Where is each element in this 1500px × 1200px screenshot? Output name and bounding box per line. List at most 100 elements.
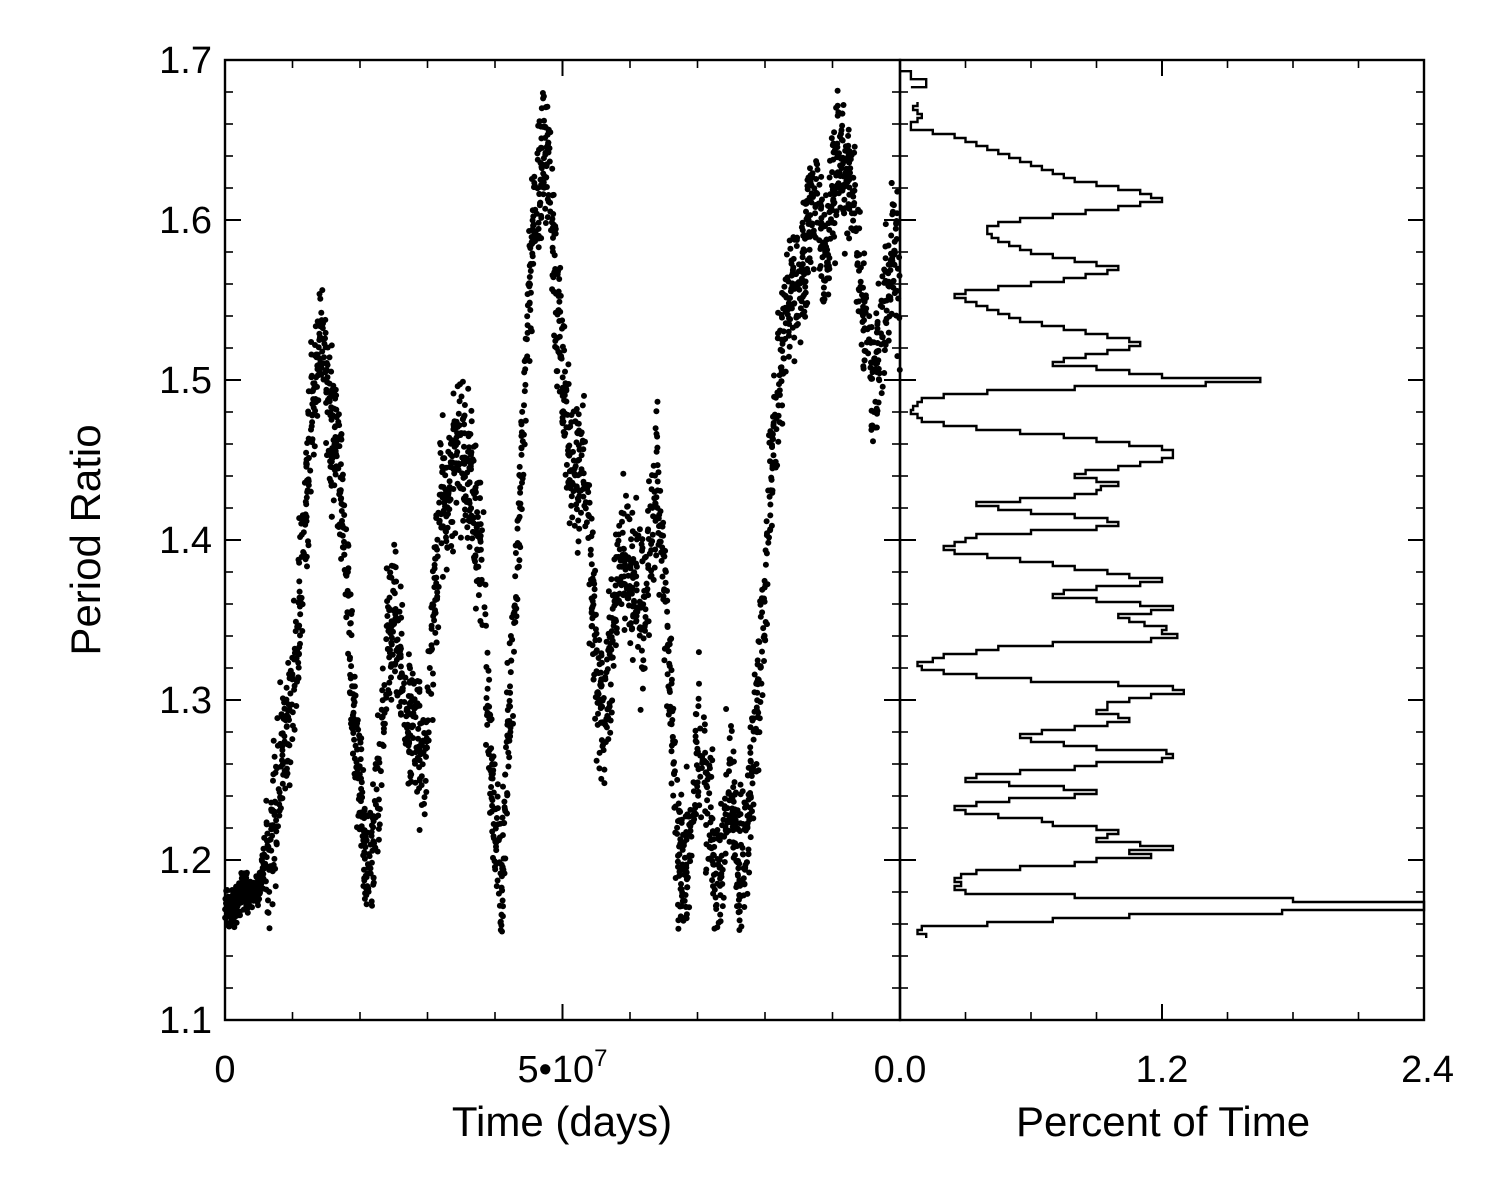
scatter-point [493, 883, 500, 890]
scatter-point [692, 711, 699, 717]
scatter-point [354, 746, 361, 753]
scatter-point [477, 495, 483, 502]
scatter-point [414, 788, 421, 795]
scatter-point [835, 180, 842, 187]
histogram-top-segment [900, 70, 928, 89]
scatter-point [394, 692, 401, 699]
scatter-point [506, 754, 513, 761]
scatter-point [653, 552, 660, 559]
scatter-point [820, 291, 827, 298]
scatter-point [799, 293, 806, 300]
scatter-point [674, 776, 681, 783]
scatter-point [323, 366, 330, 373]
scatter-point [668, 680, 675, 687]
scatter-point [779, 340, 786, 347]
scatter-point [433, 512, 440, 519]
scatter-point [703, 866, 710, 873]
axes: 1.1 1.2 1.3 1.4 1.5 1.6 1.7 0 5•107 0.0 1.2 2.4 [159, 40, 1454, 1091]
scatter-point [617, 556, 624, 563]
scatter-point [770, 413, 776, 420]
scatter-point [823, 236, 830, 243]
scatter-point [440, 484, 447, 491]
scatter-point [422, 777, 429, 784]
scatter-point [696, 680, 702, 687]
scatter-point [414, 754, 421, 761]
scatter-point [300, 529, 307, 536]
scatter-point [322, 329, 329, 336]
scatter-point [466, 497, 473, 504]
scatter-point [803, 302, 809, 309]
scatter-point [684, 874, 691, 881]
scatter-point [266, 925, 273, 932]
scatter-point [421, 800, 427, 807]
scatter-point [429, 670, 436, 677]
scatter-point [516, 463, 523, 470]
scatter-point [798, 224, 805, 231]
scatter-point [338, 500, 345, 507]
scatter-point [618, 573, 625, 580]
scatter-point [604, 656, 610, 663]
scatter-point [830, 200, 837, 207]
scatter-point [842, 205, 849, 212]
scatter-point [669, 717, 676, 723]
scatter-point [834, 87, 841, 94]
scatter-point [809, 170, 816, 177]
scatter-point [616, 563, 623, 570]
scatter-point [869, 375, 876, 382]
scatter-point [559, 393, 566, 399]
scatter-point [888, 232, 895, 239]
scatter-point [829, 230, 836, 237]
scatter-point [661, 586, 668, 593]
scatter-point [750, 801, 757, 808]
scatter-point [608, 576, 615, 583]
scatter-point [548, 219, 555, 226]
scatter-point [745, 846, 752, 853]
scatter-point [841, 210, 848, 217]
scatter-point [657, 487, 664, 494]
scatter-point [719, 822, 726, 829]
scatter-point [640, 593, 647, 600]
scatter-point [678, 886, 685, 893]
scatter-point [858, 341, 865, 348]
scatter-point [700, 714, 707, 721]
scatter-point [731, 779, 738, 786]
scatter-point [238, 875, 245, 882]
scatter-point [874, 321, 881, 328]
scatter-point [457, 485, 464, 492]
scatter-point [392, 548, 399, 555]
scatter-point [456, 398, 463, 405]
scatter-point [522, 417, 529, 424]
scatter-point [620, 592, 627, 599]
scatter-point [379, 687, 386, 694]
scatter-point [418, 782, 425, 789]
scatter-point [383, 565, 390, 572]
scatter-point [559, 384, 566, 391]
scatter-point [406, 679, 413, 686]
scatter-point [630, 574, 637, 581]
scatter-point [439, 469, 446, 476]
scatter-point [605, 588, 612, 595]
scatter-point [551, 252, 558, 259]
scatter-point [428, 622, 435, 629]
scatter-point [804, 257, 811, 264]
scatter-point [686, 813, 692, 820]
scatter-point [568, 419, 575, 426]
scatter-point [823, 192, 829, 199]
scatter-point [524, 291, 531, 298]
scatter-point [527, 268, 534, 274]
scatter-point [781, 283, 788, 290]
scatter-point [608, 628, 615, 635]
scatter-point [801, 247, 808, 254]
scatter-point [399, 685, 406, 692]
scatter-point [759, 586, 766, 593]
scatter-point [431, 544, 438, 551]
scatter-point [287, 667, 294, 674]
scatter-point [486, 676, 493, 683]
scatter-point [853, 298, 860, 305]
scatter-point [709, 757, 716, 764]
scatter-point [517, 473, 524, 480]
scatter-point [311, 443, 318, 450]
scatter-point [469, 535, 476, 542]
scatter-point [229, 905, 236, 912]
scatter-point [349, 712, 356, 719]
